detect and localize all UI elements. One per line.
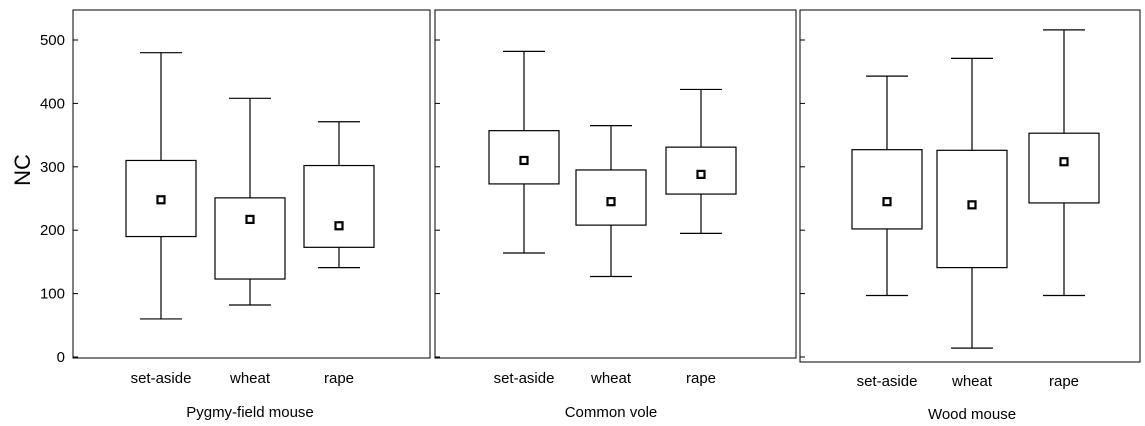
box-rape <box>665 88 737 234</box>
y-tick-label: 100 <box>40 286 65 303</box>
mean-marker <box>967 200 977 210</box>
y-tick-label: 200 <box>40 222 65 239</box>
mean-marker <box>696 169 706 180</box>
iqr-box <box>1028 132 1100 204</box>
x-tick-label: rape <box>1049 373 1079 390</box>
plot-frame <box>434 9 797 359</box>
mean-marker <box>156 195 166 205</box>
box-wheat <box>936 57 1008 349</box>
box-wheat <box>214 97 286 306</box>
mean-marker <box>245 214 255 225</box>
box-set-aside <box>125 52 197 320</box>
y-tick-label: 500 <box>40 32 65 49</box>
mean-marker <box>1059 157 1069 167</box>
box-wheat <box>575 124 647 278</box>
x-tick-label: rape <box>324 370 354 387</box>
x-tick-label: wheat <box>590 370 632 387</box>
y-tick-label: 400 <box>40 95 65 112</box>
x-tick-label: set-aside <box>494 370 555 387</box>
y-axis-label: NC <box>10 154 35 186</box>
iqr-box <box>214 197 286 280</box>
x-tick-label: set-aside <box>131 370 192 387</box>
panel-title: Common vole <box>565 404 658 421</box>
panel-title: Pygmy-field mouse <box>186 404 314 421</box>
panel-1: 0 100 200 300 400 500 set-aside wheat rape Pygmy-… <box>40 9 431 421</box>
mean-marker <box>882 197 892 207</box>
box-rape <box>1028 29 1100 297</box>
mean-marker <box>334 221 344 231</box>
x-tick-label: set-aside <box>857 373 918 390</box>
iqr-box <box>303 164 375 248</box>
plot-frame <box>72 9 431 359</box>
x-tick-label: wheat <box>951 373 993 390</box>
y-tick-label: 0 <box>57 349 65 366</box>
iqr-box <box>851 149 923 230</box>
x-tick-label: rape <box>686 370 716 387</box>
panel-3: set-aside wheat rape Wood mouse <box>799 9 1141 423</box>
x-tick-label: wheat <box>229 370 271 387</box>
mean-marker <box>519 155 529 166</box>
box-rape <box>303 121 375 269</box>
mean-marker <box>606 197 616 207</box>
panel-title: Wood mouse <box>928 406 1016 423</box>
box-set-aside <box>488 50 560 254</box>
panel-2: set-aside wheat rape Common vole <box>434 9 797 421</box>
box-set-aside <box>851 75 923 297</box>
plot-frame <box>799 9 1141 363</box>
y-tick-label: 300 <box>40 159 65 176</box>
